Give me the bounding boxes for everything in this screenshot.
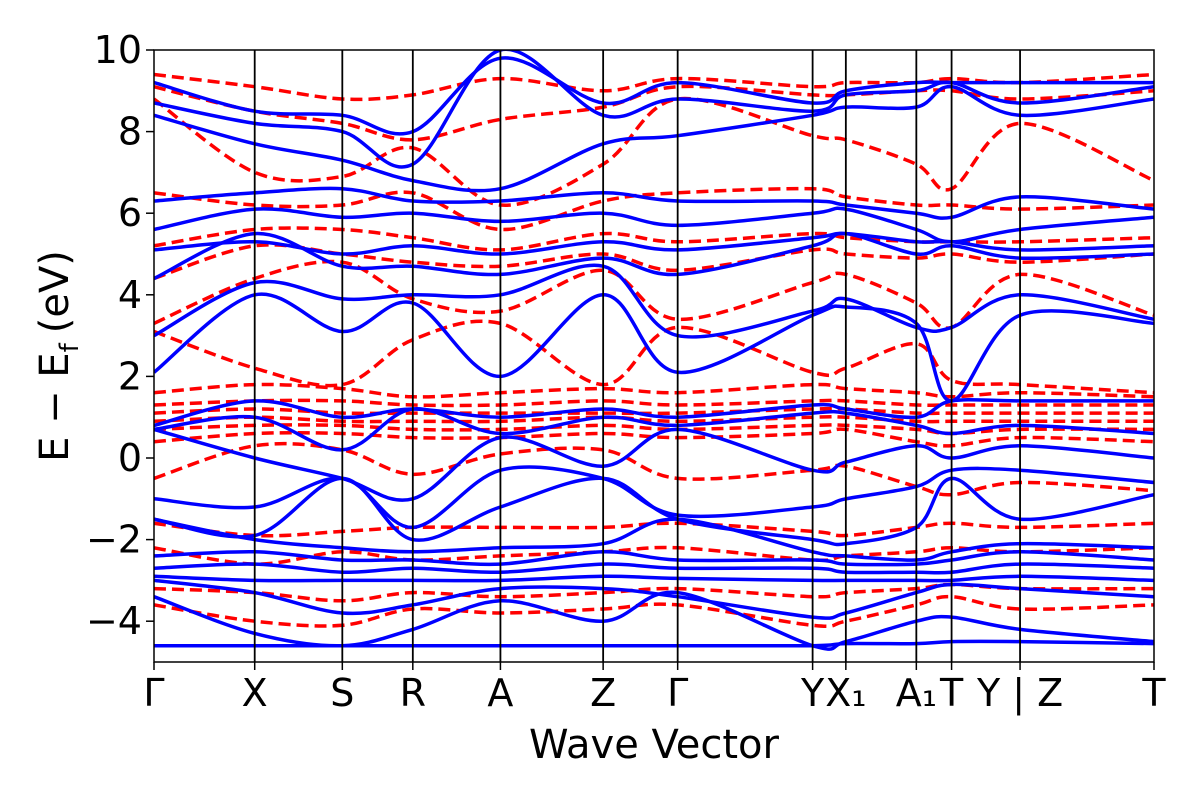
x-tick-label-12: T [1141,671,1166,715]
bands-layer [154,50,1154,651]
x-tick-label-4: A [487,671,513,715]
band-dashed-17 [154,84,1154,142]
y-axis-title-subscript: f [55,342,85,352]
y-tick-label-6: −2 [86,518,142,562]
band-solid-16 [154,206,1154,244]
x-tick-label-8: X₁ [825,671,866,715]
band-dashed-13 [154,243,1154,281]
x-tick-label-0: Γ [143,671,164,715]
y-axis-title-main: E − E [32,352,78,462]
band-dashed-0 [154,594,1154,629]
y-tick-label-2: 6 [118,191,142,235]
plot-frame [153,49,1155,663]
x-tick-label-3: R [400,671,426,715]
band-dashed-10 [154,382,1154,399]
x-tick-label-1: X [242,671,268,715]
x-tick-label-7: Y [800,671,825,715]
y-axis-title-unit: (eV) [32,250,78,333]
band-dashed-3 [154,521,1154,538]
band-solid-3 [154,574,1154,583]
x-tick-label-11: Y | Z [976,671,1063,716]
y-tick-label-3: 4 [118,273,142,317]
band-solid-8 [154,465,1154,530]
y-tick-label-5: 0 [118,436,142,480]
y-tick-label-0: 10 [94,28,142,72]
y-tick-label-1: 8 [118,110,142,154]
band-solid-4 [154,562,1154,575]
band-dashed-15 [154,186,1154,232]
high-symmetry-lines [253,50,1021,662]
x-tick-label-6: Γ [667,671,688,715]
x-tick-label-9: A₁ [896,671,937,715]
x-axis-title: Wave Vector [529,722,780,768]
x-tick-label-5: Z [590,671,616,715]
y-axis-ticks: 10 8 6 4 2 0 −2 −4 [86,28,154,643]
x-tick-label-2: S [330,671,354,715]
y-tick-label-7: −4 [86,599,142,643]
y-tick-label-4: 2 [118,354,142,398]
x-tick-label-10: T [939,671,964,715]
y-axis-title: E − Ef (eV) [32,250,85,462]
